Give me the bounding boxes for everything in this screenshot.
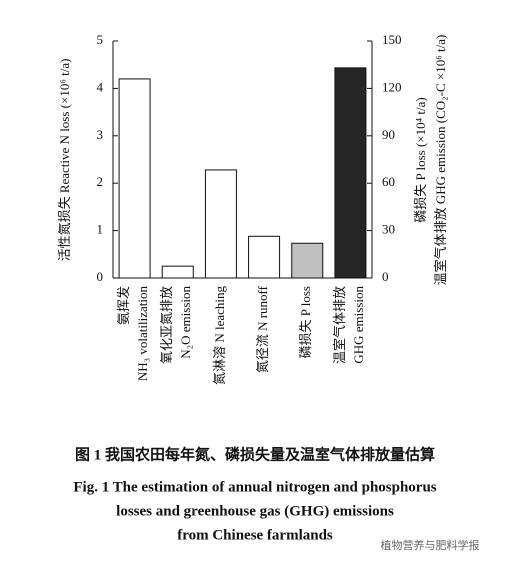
y2-tick-label: 30	[382, 222, 395, 237]
watermark: 植物营养与肥料学报	[381, 538, 480, 552]
y2-tick-label: 150	[382, 32, 402, 47]
x-tick-label: 温室气体排放	[332, 286, 347, 364]
y-tick-label: 4	[97, 79, 104, 94]
caption: from Chinese farmlands	[177, 527, 333, 543]
bar	[334, 67, 367, 279]
y2-tick-label: 0	[382, 269, 389, 284]
y-axis-label: 活性氮损失 Reactive N loss (×10⁶ t/a)	[57, 59, 72, 262]
y2-tick-label: 60	[382, 174, 395, 189]
y2-tick-label: 120	[382, 79, 402, 94]
bar	[248, 235, 281, 279]
y2-axis-label: 温室气体排放 GHG emission (CO₂-C ×10⁶ t/a)	[433, 35, 448, 286]
y2-axis-label: 磷损失 P loss (×10⁴ t/a)	[413, 97, 428, 223]
y-tick-label: 1	[97, 222, 104, 237]
bar	[118, 78, 151, 279]
bar	[204, 169, 237, 279]
x-tick-label: 氮淋溶 N leaching	[212, 286, 227, 385]
y-tick-label: 3	[97, 127, 104, 142]
x-tick-label: GHG emission	[351, 286, 366, 364]
x-tick-label: NH₃ volatilization	[135, 286, 150, 382]
x-tick-label: N₂O emission	[178, 286, 193, 359]
bar	[291, 242, 324, 279]
y-tick-label: 5	[97, 32, 104, 47]
y-tick-label: 0	[97, 269, 104, 284]
y-tick-label: 2	[97, 174, 104, 189]
caption: losses and greenhouse gas (GHG) emission…	[116, 503, 394, 519]
x-tick-label: 磷损失 P loss	[298, 286, 313, 358]
x-tick-label: 氮径流 N runoff	[255, 285, 270, 373]
bar	[161, 265, 194, 279]
caption: 图 1 我国农田每年氮、磷损失量及温室气体排放量估算	[75, 445, 435, 463]
x-tick-label: 氨挥发	[116, 286, 131, 325]
y2-tick-label: 90	[382, 127, 395, 142]
caption: Fig. 1 The estimation of annual nitrogen…	[73, 479, 436, 495]
x-tick-label: 氧化亚氮排放	[159, 286, 174, 364]
